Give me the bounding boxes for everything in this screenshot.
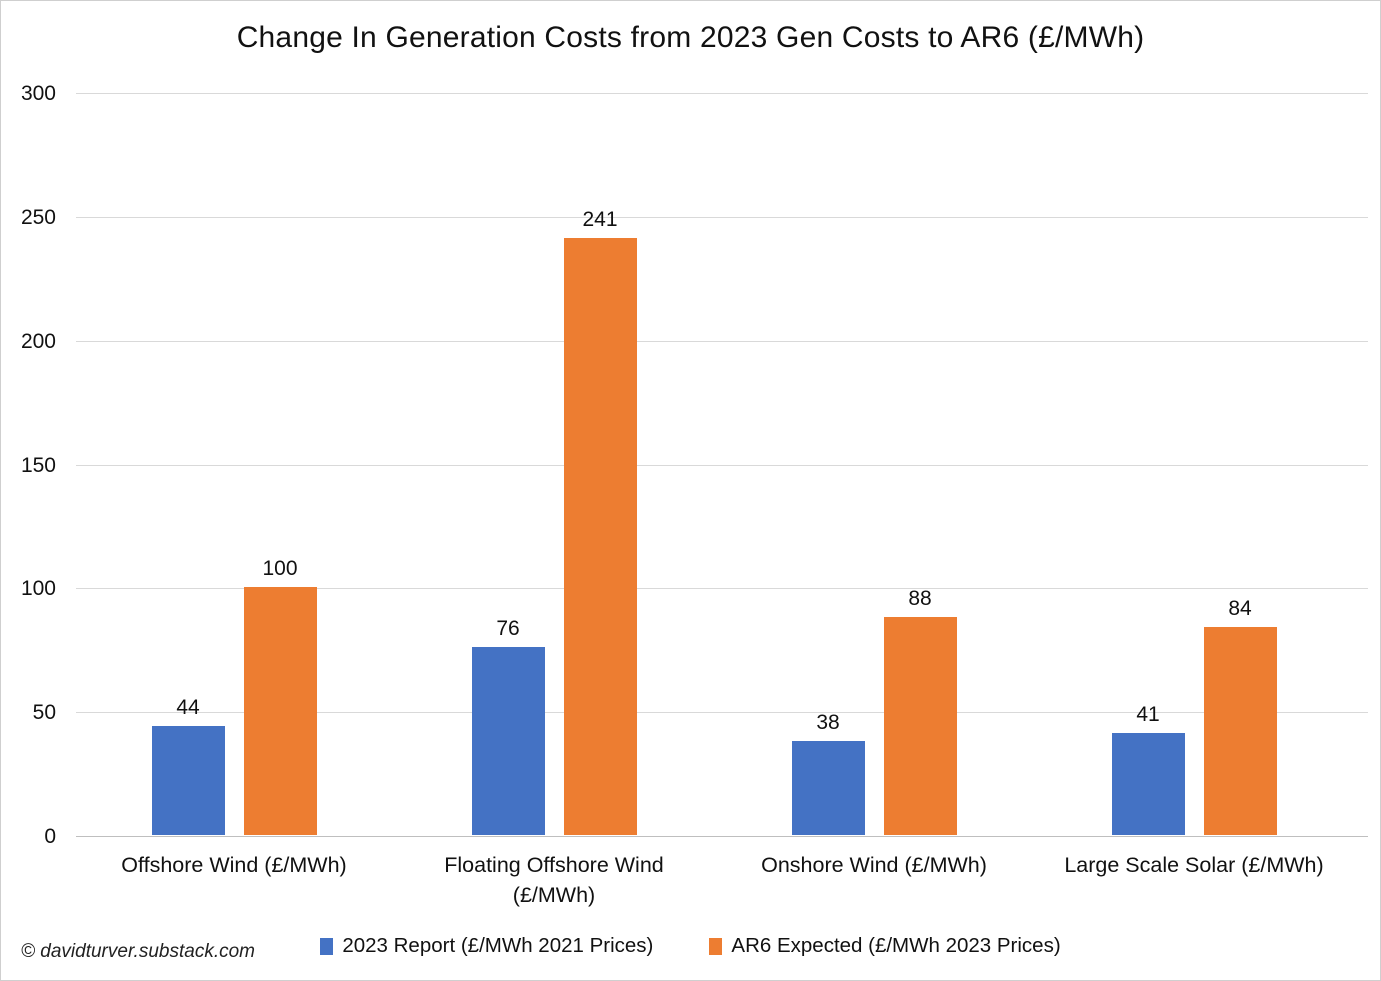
y-tick-label-250: 250: [20, 205, 56, 229]
plot-area: 44 100 76 241 38 88 41 84: [76, 93, 1368, 837]
gridline-150: [76, 464, 1368, 466]
bar-series1-floating-offshore-wind-mwh: [471, 646, 545, 835]
bar-series1-onshore-wind-mwh: [791, 740, 865, 835]
gridline-50: [76, 712, 1368, 714]
bar-series2-large-scale-solar-mwh: [1203, 626, 1277, 835]
y-tick-label-100: 100: [20, 577, 56, 601]
y-tick-label-150: 150: [20, 453, 56, 477]
value-label-76: 76: [496, 616, 520, 640]
bar-series1-offshore-wind-mwh: [151, 726, 225, 835]
legend-label-ar6-expected: AR6 Expected (£/MWh 2023 Prices): [731, 934, 1061, 957]
value-label-88: 88: [908, 587, 932, 611]
value-label-38: 38: [816, 710, 840, 734]
value-label-84: 84: [1228, 596, 1252, 620]
bar-series2-floating-offshore-wind-mwh: [563, 238, 637, 835]
y-tick-label-0: 0: [44, 825, 56, 848]
bar-series2-offshore-wind-mwh: [243, 587, 317, 835]
y-tick-label-200: 200: [20, 329, 56, 353]
y-tick-label-50: 50: [32, 701, 56, 725]
bar-series1-large-scale-solar-mwh: [1111, 733, 1185, 835]
value-label-241: 241: [582, 208, 618, 232]
y-tick-label-300: 300: [20, 82, 56, 105]
gridline-250: [76, 216, 1368, 218]
legend-swatch-blue-icon: [320, 937, 334, 955]
legend-item-2023-report: 2023 Report (£/MWh 2021 Prices): [320, 934, 653, 958]
x-axis-line: [76, 836, 1368, 837]
legend-label-2023-report: 2023 Report (£/MWh 2021 Prices): [342, 934, 654, 957]
x-category-label-4: Large Scale Solar (£/MWh): [1064, 853, 1324, 877]
value-label-44: 44: [176, 696, 200, 720]
value-label-41: 41: [1136, 703, 1160, 727]
gridline-200: [76, 340, 1368, 342]
gridline-300: [76, 93, 1368, 94]
x-category-label-1: Offshore Wind (£/MWh): [121, 853, 347, 877]
legend: 2023 Report (£/MWh 2021 Prices) AR6 Expe…: [1, 934, 1380, 958]
legend-swatch-orange-icon: [709, 937, 723, 955]
chart-title: Change In Generation Costs from 2023 Gen…: [236, 21, 1145, 54]
watermark: © davidturver.substack.com: [21, 941, 255, 962]
x-category-label-2: Floating Offshore Wind (£/MWh): [444, 853, 664, 908]
gridline-100: [76, 588, 1368, 590]
x-category-label-3: Onshore Wind (£/MWh): [761, 853, 987, 877]
legend-item-ar6-expected: AR6 Expected (£/MWh 2023 Prices): [709, 934, 1061, 958]
value-label-100: 100: [262, 557, 298, 581]
bar-series2-onshore-wind-mwh: [883, 617, 957, 835]
